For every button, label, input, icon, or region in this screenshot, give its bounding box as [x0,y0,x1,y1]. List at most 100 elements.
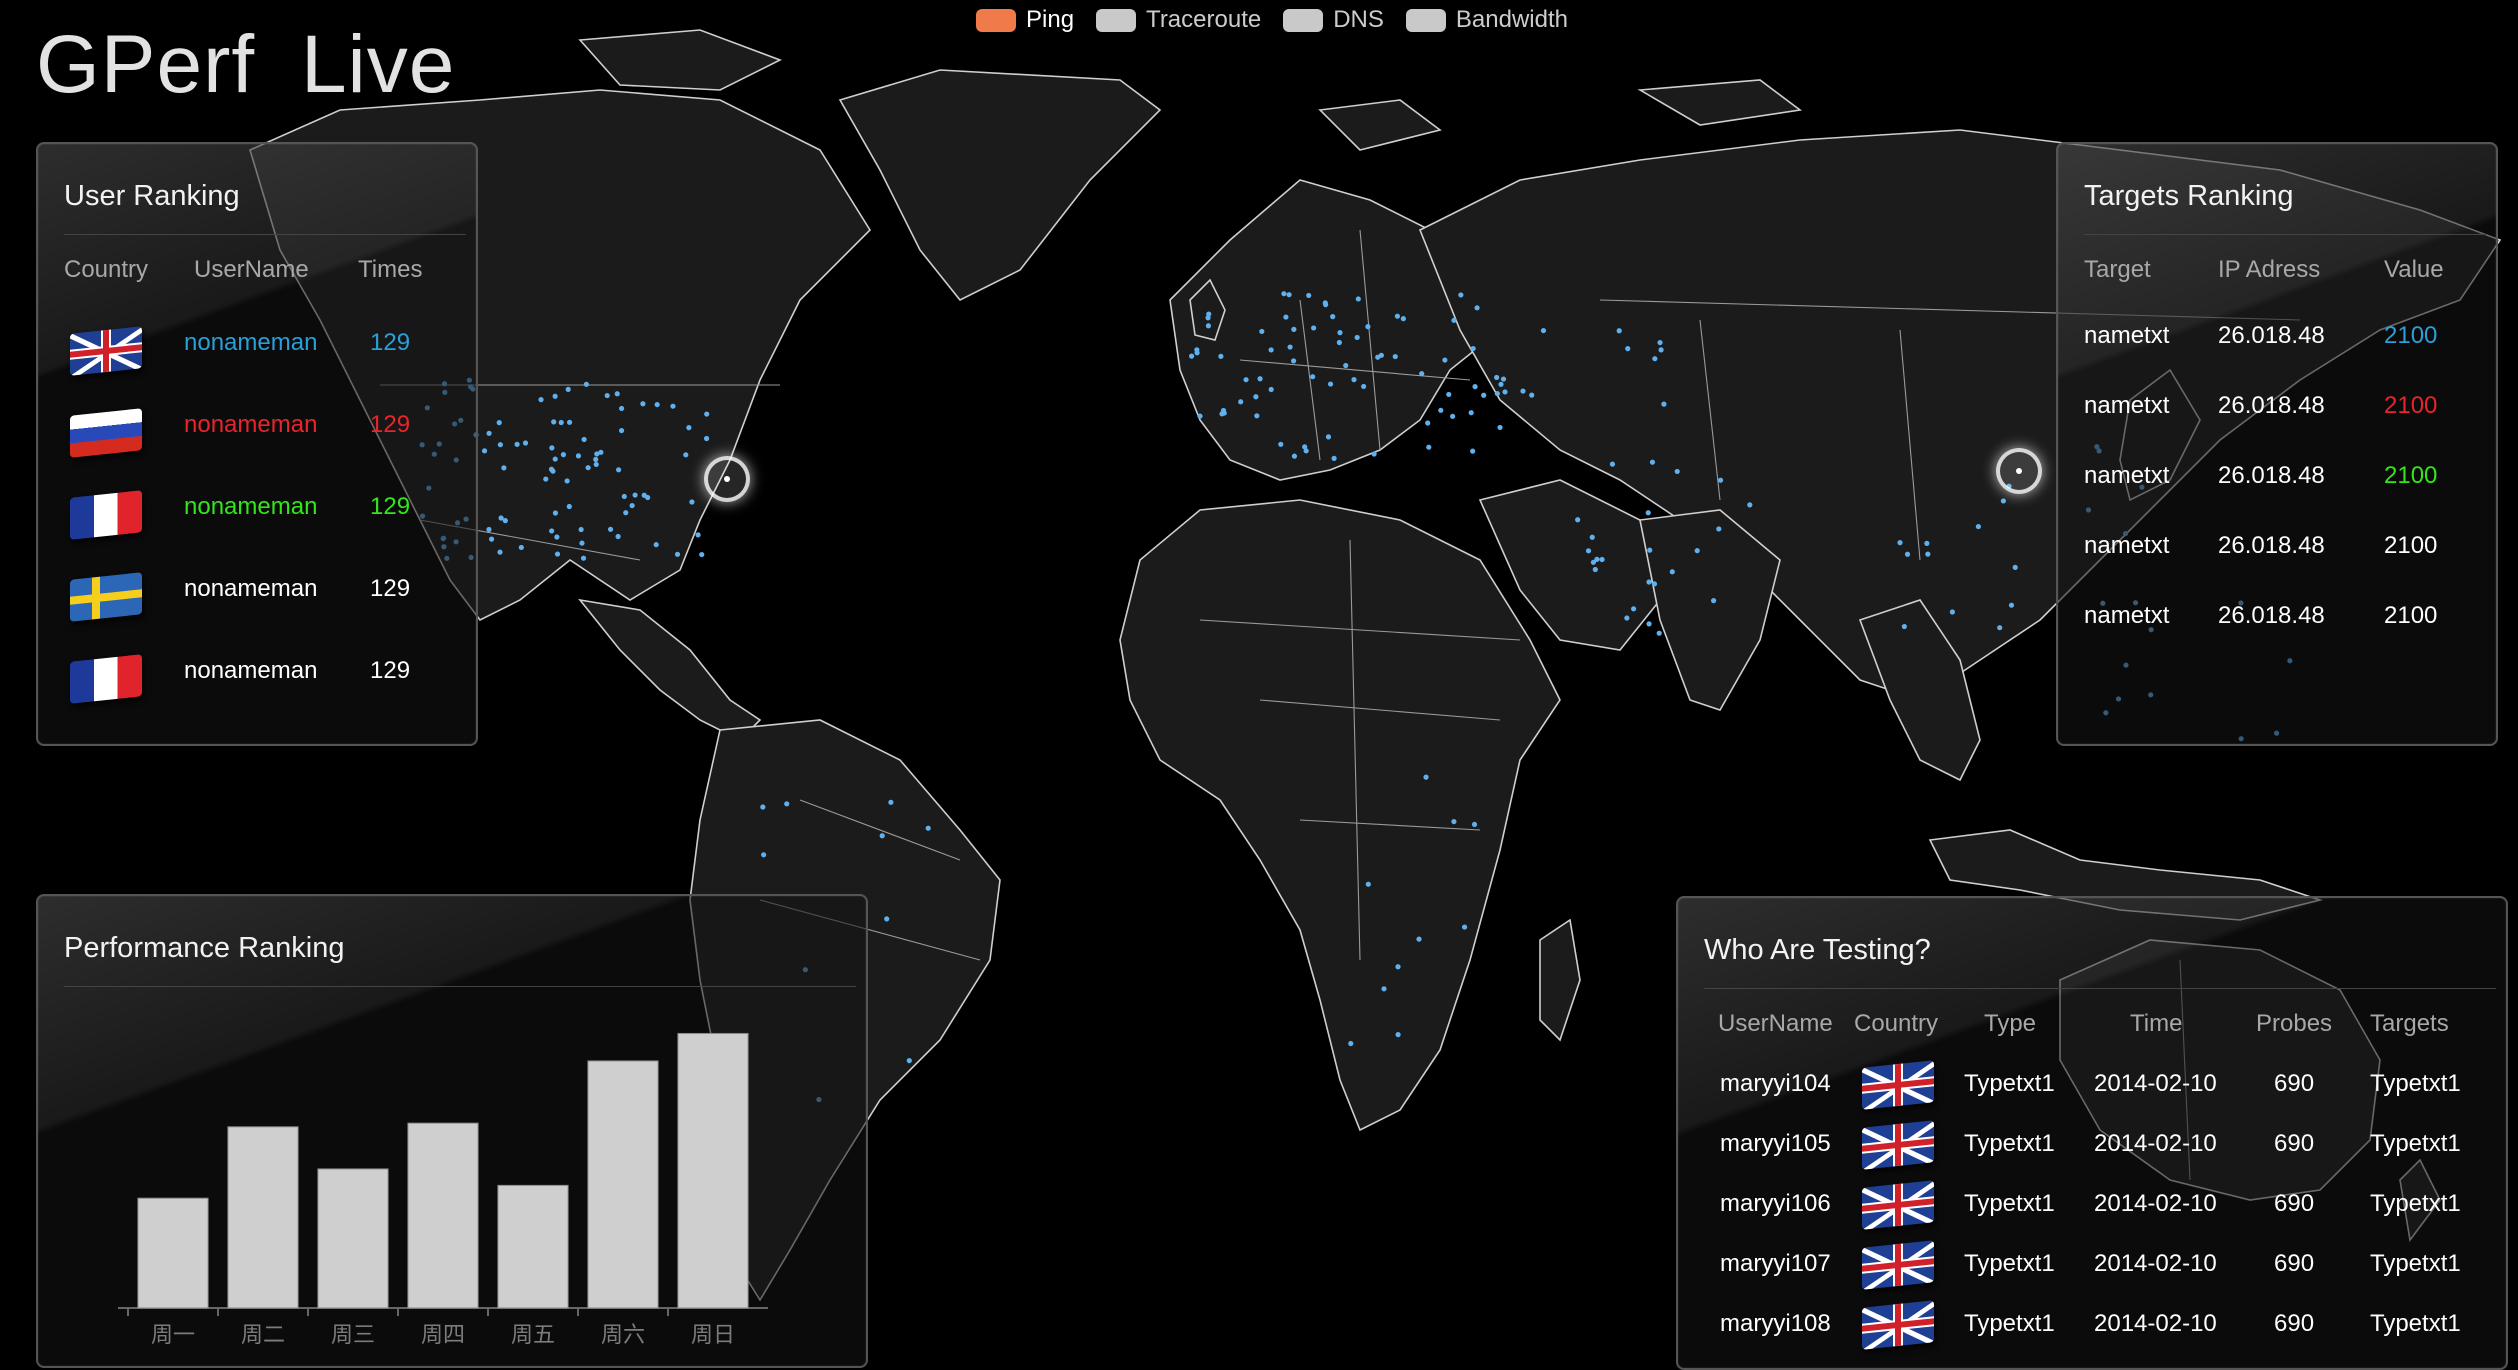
probe-dot-141 [1218,353,1224,359]
tester-username[interactable]: maryyi107 [1720,1250,1831,1277]
probe-dot-207 [1901,623,1907,630]
probe-dot-133 [1283,314,1289,320]
uk-flag-icon [1862,1180,1934,1230]
target-value: 2100 [2384,392,2438,419]
target-name[interactable]: nametxt [2084,322,2170,349]
performance-ranking-panel: Performance Ranking 周一 周二 周三 周四 周五 周六 周日 [36,894,868,1368]
legend-item-traceroute[interactable]: Traceroute [1096,6,1261,34]
target-name[interactable]: nametxt [2084,532,2170,559]
probe-dot-217 [1461,924,1468,930]
probe-dot-173 [1657,339,1663,346]
probe-dot-14 [543,476,549,482]
probe-dot-159 [1365,324,1371,330]
russia-flag-icon [70,408,142,458]
bar-1[interactable] [227,1126,299,1309]
probe-dot-99 [1400,316,1406,322]
probe-dot-140 [1361,383,1367,390]
tester-username[interactable]: maryyi105 [1720,1130,1831,1157]
column-header-username: UserName [194,256,309,283]
tester-username[interactable]: maryyi108 [1720,1310,1831,1337]
probe-dot-103 [1189,353,1195,359]
target-name[interactable]: nametxt [2084,462,2170,489]
bar-0[interactable] [137,1197,209,1309]
legend-label: Bandwidth [1455,6,1568,33]
user-ranking-username[interactable]: nonameman [184,411,318,438]
probe-dot-216 [1381,986,1387,992]
user-ranking-username[interactable]: nonameman [184,329,318,356]
bar-6[interactable] [677,1032,749,1309]
probe-dot-139 [1287,344,1293,350]
probe-dot-194 [1669,569,1675,575]
probe-dot-206 [2012,564,2018,570]
target-value: 2100 [2384,462,2438,489]
tester-probes: 690 [2274,1070,2315,1097]
probe-dot-71 [518,544,524,551]
probe-dot-38 [695,532,701,538]
probe-dot-6 [614,391,620,397]
bar-3[interactable] [407,1122,479,1309]
target-value: 2100 [2384,322,2438,349]
probe-dot-89 [607,526,614,532]
ping-swatch-icon [976,8,1016,32]
probe-dot-101 [1281,291,1287,297]
user-ranking-times: 129 [370,575,411,602]
tester-username[interactable]: maryyi106 [1720,1190,1831,1217]
legend-label: Ping [1026,6,1075,33]
us-east-marker[interactable] [704,456,750,502]
probe-dot-129 [1205,323,1212,329]
user-ranking-username[interactable]: nonameman [184,575,318,602]
legend-item-bandwidth[interactable]: Bandwidth [1405,6,1568,34]
probe-dot-150 [1470,345,1476,352]
user-ranking-times: 129 [370,411,411,438]
target-ip: 26.018.48 [2218,602,2325,629]
probe-dot-93 [1425,420,1431,426]
probe-dot-80 [575,453,582,459]
tester-time: 2014-02-10 [2094,1130,2217,1157]
bar-4[interactable] [497,1184,569,1309]
panel-divider [2084,234,2486,235]
targets-ranking-panel: Targets Ranking Target IP Adress Value n… [2056,142,2498,746]
legend-label: Traceroute [1146,6,1262,33]
x-tick-label-6: 周日 [691,1323,735,1348]
probe-dot-168 [1540,327,1547,334]
user-ranking-username[interactable]: nonameman [184,657,318,684]
probe-dot-188 [1624,615,1630,621]
tester-username[interactable]: maryyi104 [1720,1070,1831,1097]
target-name[interactable]: nametxt [2084,392,2170,419]
user-ranking-times: 129 [370,657,411,684]
user-ranking-username[interactable]: nonameman [184,493,318,520]
probe-dot-84 [554,551,561,557]
probe-dot-29 [621,493,627,500]
east-asia-marker[interactable] [1996,448,2042,494]
probe-dot-58 [578,526,584,533]
legend-item-ping[interactable]: Ping [976,6,1074,34]
bandwidth-swatch-icon [1405,8,1446,32]
column-header-country: Country [1854,1010,1939,1037]
probe-dot-147 [1426,444,1432,450]
probe-dot-67 [538,397,544,403]
probe-dot-41 [514,441,520,447]
probe-dot-189 [1646,579,1652,585]
probe-dot-146 [1302,444,1308,450]
legend-item-dns[interactable]: DNS [1283,6,1384,34]
column-header-target: Target [2084,256,2151,283]
probe-dot-7 [566,419,573,425]
probe-dot-148 [1325,434,1332,440]
probe-dot-115 [1197,413,1203,419]
probe-dot-92 [1392,353,1398,360]
probe-dot-95 [1468,410,1474,416]
bar-5[interactable] [587,1060,659,1309]
column-header-time: Time [2130,1010,2183,1037]
probe-dot-11 [699,551,705,558]
probe-dot-174 [1661,401,1667,407]
tester-targets: Typetxt1 [2370,1190,2461,1217]
probe-dot-155 [1355,296,1361,302]
tester-type: Typetxt1 [1964,1190,2055,1217]
target-name[interactable]: nametxt [2084,602,2170,629]
target-value: 2100 [2384,532,2438,559]
bar-2[interactable] [317,1168,389,1309]
target-ip: 26.018.48 [2218,462,2325,489]
probe-dot-136 [1268,386,1274,393]
probe-dot-106 [1278,441,1284,447]
probe-dot-42 [481,448,488,454]
